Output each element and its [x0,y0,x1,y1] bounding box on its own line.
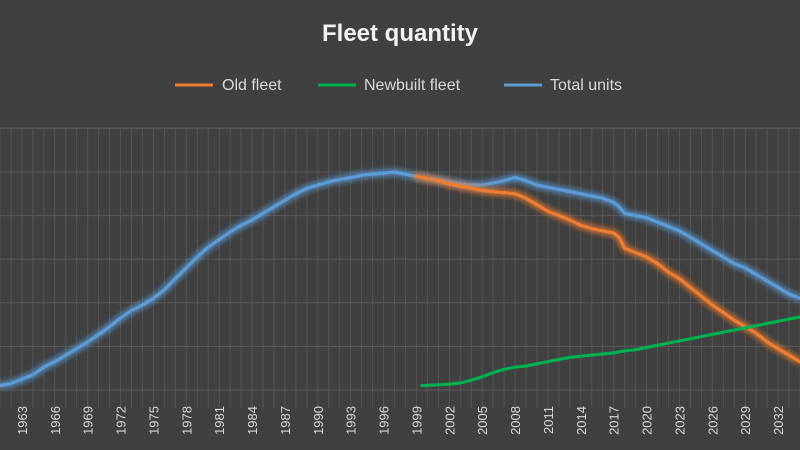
x-tick-label: 1987 [278,406,293,435]
x-tick-label: 2017 [607,406,622,435]
x-tick-label: 2005 [475,406,490,435]
chart-title: Fleet quantity [322,20,479,47]
legend-label-old-fleet: Old fleet [222,77,282,94]
x-tick-label: 1972 [114,406,129,435]
x-tick-label: 1990 [311,406,326,435]
x-tick-label: 2014 [574,406,589,435]
legend-label-total-units: Total units [550,77,622,94]
legend-label-newbuilt-fleet: Newbuilt fleet [364,77,461,94]
x-tick-label: 1996 [377,406,392,435]
legend-item-total-units: Total units [504,77,622,94]
x-tick-label: 1963 [15,406,30,435]
legend-item-old-fleet: Old fleet [175,77,282,94]
x-tick-label: 1993 [344,406,359,435]
x-tick-label: 2011 [541,406,556,434]
x-tick-label: 2026 [705,406,720,435]
legend-item-newbuilt-fleet: Newbuilt fleet [318,77,461,94]
x-tick-label: 1984 [245,406,260,435]
x-tick-label: 2029 [738,406,753,435]
plot-area [0,170,800,388]
x-tick-label: 1969 [81,406,96,435]
x-tick-label: 1981 [212,406,227,435]
x-tick-label: 2002 [442,406,457,435]
x-tick-label: 1975 [146,406,161,435]
gridlines [0,127,800,408]
series-line-newbuilt-fleet [420,315,800,388]
x-axis-tick-labels: 1963 1966 1969 1972 1975 1978 1981 1984 1987 1990… [15,406,786,435]
x-tick-label: 2032 [771,406,786,435]
series-line-old-fleet [414,174,800,364]
x-tick-label: 2008 [508,406,523,435]
x-tick-label: 1966 [48,406,63,435]
x-tick-label: 2023 [673,406,688,435]
x-tick-label: 2020 [640,406,655,435]
x-tick-label: 1999 [409,406,424,435]
series-line-total-units [0,170,800,388]
legend: Old fleet Newbuilt fleet Total units [175,77,622,94]
x-tick-label: 1978 [179,406,194,435]
